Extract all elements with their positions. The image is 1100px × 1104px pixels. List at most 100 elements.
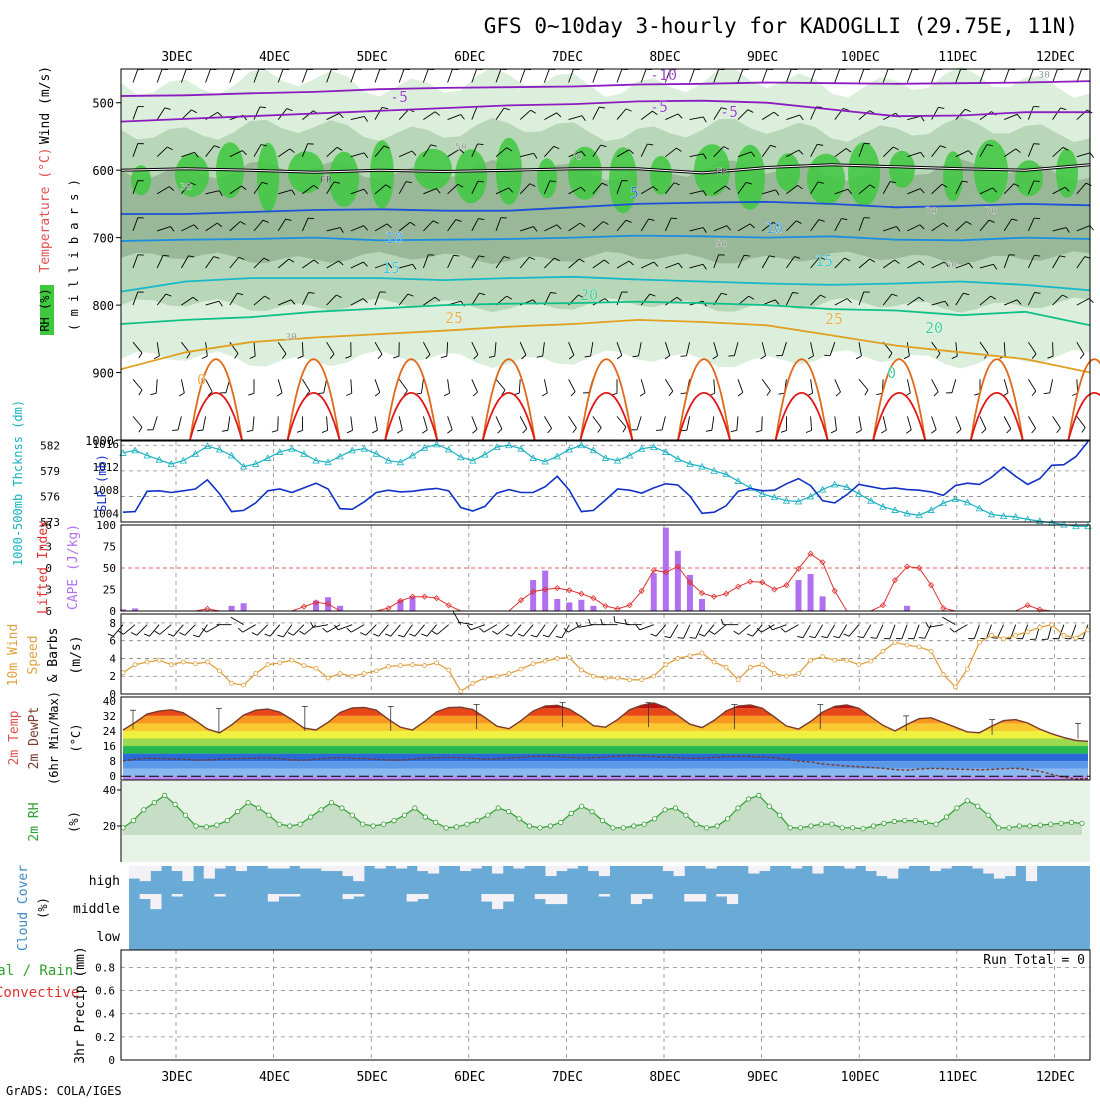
wind-speed-marker xyxy=(290,658,294,662)
cloud-cell-high xyxy=(791,866,802,869)
temp-band xyxy=(121,739,1090,747)
cloud-cell-high xyxy=(396,866,407,869)
contour-label: 15 xyxy=(382,259,400,277)
wind-barb-flag xyxy=(278,635,284,637)
wind-speed-marker xyxy=(181,660,185,664)
rh-marker xyxy=(798,826,802,830)
rh-marker xyxy=(725,817,729,821)
wind-barb xyxy=(137,625,148,636)
wind-speed-marker xyxy=(809,658,813,662)
rh-marker xyxy=(673,806,677,810)
rh-marker xyxy=(778,813,782,817)
wind-speed-marker xyxy=(314,666,318,670)
wind-barb-flag xyxy=(492,631,497,634)
cloud-cell-high xyxy=(343,866,354,876)
cloud-cell-high xyxy=(1026,866,1037,881)
contour-label: 10 xyxy=(765,219,783,237)
rh-marker xyxy=(277,822,281,826)
cloud-cell-high xyxy=(545,866,556,876)
cloud-cell-high xyxy=(567,866,578,869)
run-total-label: Run Total = 0 xyxy=(983,953,1085,968)
wind-barb xyxy=(670,625,678,638)
wind-speed-marker xyxy=(929,649,933,653)
wind-barb-flag xyxy=(531,635,537,637)
wind-barb-flag xyxy=(665,636,671,637)
cloud-cell-high xyxy=(311,866,322,869)
rh-marker xyxy=(142,808,146,812)
wind-speed-marker xyxy=(157,658,161,662)
cloud-cell-middle xyxy=(481,894,492,902)
wind-speed-marker xyxy=(1038,625,1042,629)
wind-speed-marker xyxy=(205,660,209,664)
wind-barb xyxy=(954,625,967,633)
wind-speed-marker xyxy=(676,656,680,660)
cloud-cell-high xyxy=(1005,866,1016,876)
rh-marker xyxy=(538,826,542,830)
ylabel-precip-unit: 3hr Precip (mm) xyxy=(73,946,88,1063)
rh-marker xyxy=(131,818,135,822)
wind-speed-marker xyxy=(302,664,306,668)
wind-barb-flag xyxy=(398,635,404,637)
wind-barb-flag xyxy=(690,638,696,639)
wind-barb-flag xyxy=(871,638,877,639)
cloud-cell-high xyxy=(471,866,482,869)
wind-barb-flag xyxy=(288,633,293,636)
rh-marker xyxy=(308,815,312,819)
rh-marker xyxy=(1007,826,1011,830)
cloud-cell-middle xyxy=(353,894,364,897)
wind-barb-flag xyxy=(710,631,715,634)
ylabel-rh2m-unit: (%) xyxy=(67,811,81,833)
wind-tick-label: 6 xyxy=(109,635,116,648)
rh-marker xyxy=(204,825,208,829)
thickness-line xyxy=(123,444,1088,526)
rh-tick-label: 20 xyxy=(103,820,116,833)
wind-speed-marker xyxy=(398,664,402,668)
rh-marker xyxy=(194,824,198,828)
cloud-cell-high xyxy=(876,866,887,876)
rh-marker xyxy=(694,822,698,826)
rh-marker xyxy=(934,822,938,826)
cloud-cell-middle xyxy=(407,894,418,902)
wind-speed-marker xyxy=(495,674,499,678)
wind-speed-marker xyxy=(579,668,583,672)
cloud-cell-high xyxy=(887,866,898,879)
rh-marker xyxy=(1049,822,1053,826)
wind-speed-marker xyxy=(350,674,354,678)
wind-speed-marker xyxy=(386,664,390,668)
contour-label: 15 xyxy=(815,252,833,270)
panel-ylabel: RH (%)Temperature (°C)Wind (m/s)( m i l … xyxy=(38,66,81,335)
cloud-cell-middle xyxy=(631,894,642,904)
rh-marker xyxy=(600,818,604,822)
rh-contour-fill-90 xyxy=(1015,160,1043,196)
ylabel-temp-a: 2m Temp xyxy=(7,710,22,765)
cloud-cell-high xyxy=(748,866,759,874)
wind-barb xyxy=(761,625,774,633)
ylabel-temp-b: 2m DewPt xyxy=(27,707,42,770)
temp-band xyxy=(121,731,1090,739)
rh-marker xyxy=(663,808,667,812)
wind-speed-marker xyxy=(700,651,704,655)
wind-barb xyxy=(327,625,340,633)
rh-marker xyxy=(1038,823,1042,827)
wind-barb xyxy=(174,625,184,636)
contour-label: 50 xyxy=(455,142,467,153)
rh-marker xyxy=(371,824,375,828)
wind-speed-marker xyxy=(1002,637,1006,641)
cape-tick-label: 25 xyxy=(103,584,116,597)
cloud-cell-high xyxy=(994,866,1005,879)
cloud-cell-high xyxy=(172,866,183,871)
wind-speed-marker xyxy=(797,672,801,676)
rh-marker xyxy=(329,800,333,804)
date-label-top: 4DEC xyxy=(259,50,290,65)
wind-speed-marker xyxy=(869,659,873,663)
rh-marker xyxy=(1069,820,1073,824)
wind-barb xyxy=(715,625,726,635)
cloud-cell-high xyxy=(129,866,140,879)
wind-barb xyxy=(849,625,859,636)
wind-barb xyxy=(997,625,1003,639)
wind-speed-marker xyxy=(459,689,463,693)
precip-tick-label: 0.6 xyxy=(95,985,115,998)
wind-barb-flag xyxy=(797,636,803,637)
